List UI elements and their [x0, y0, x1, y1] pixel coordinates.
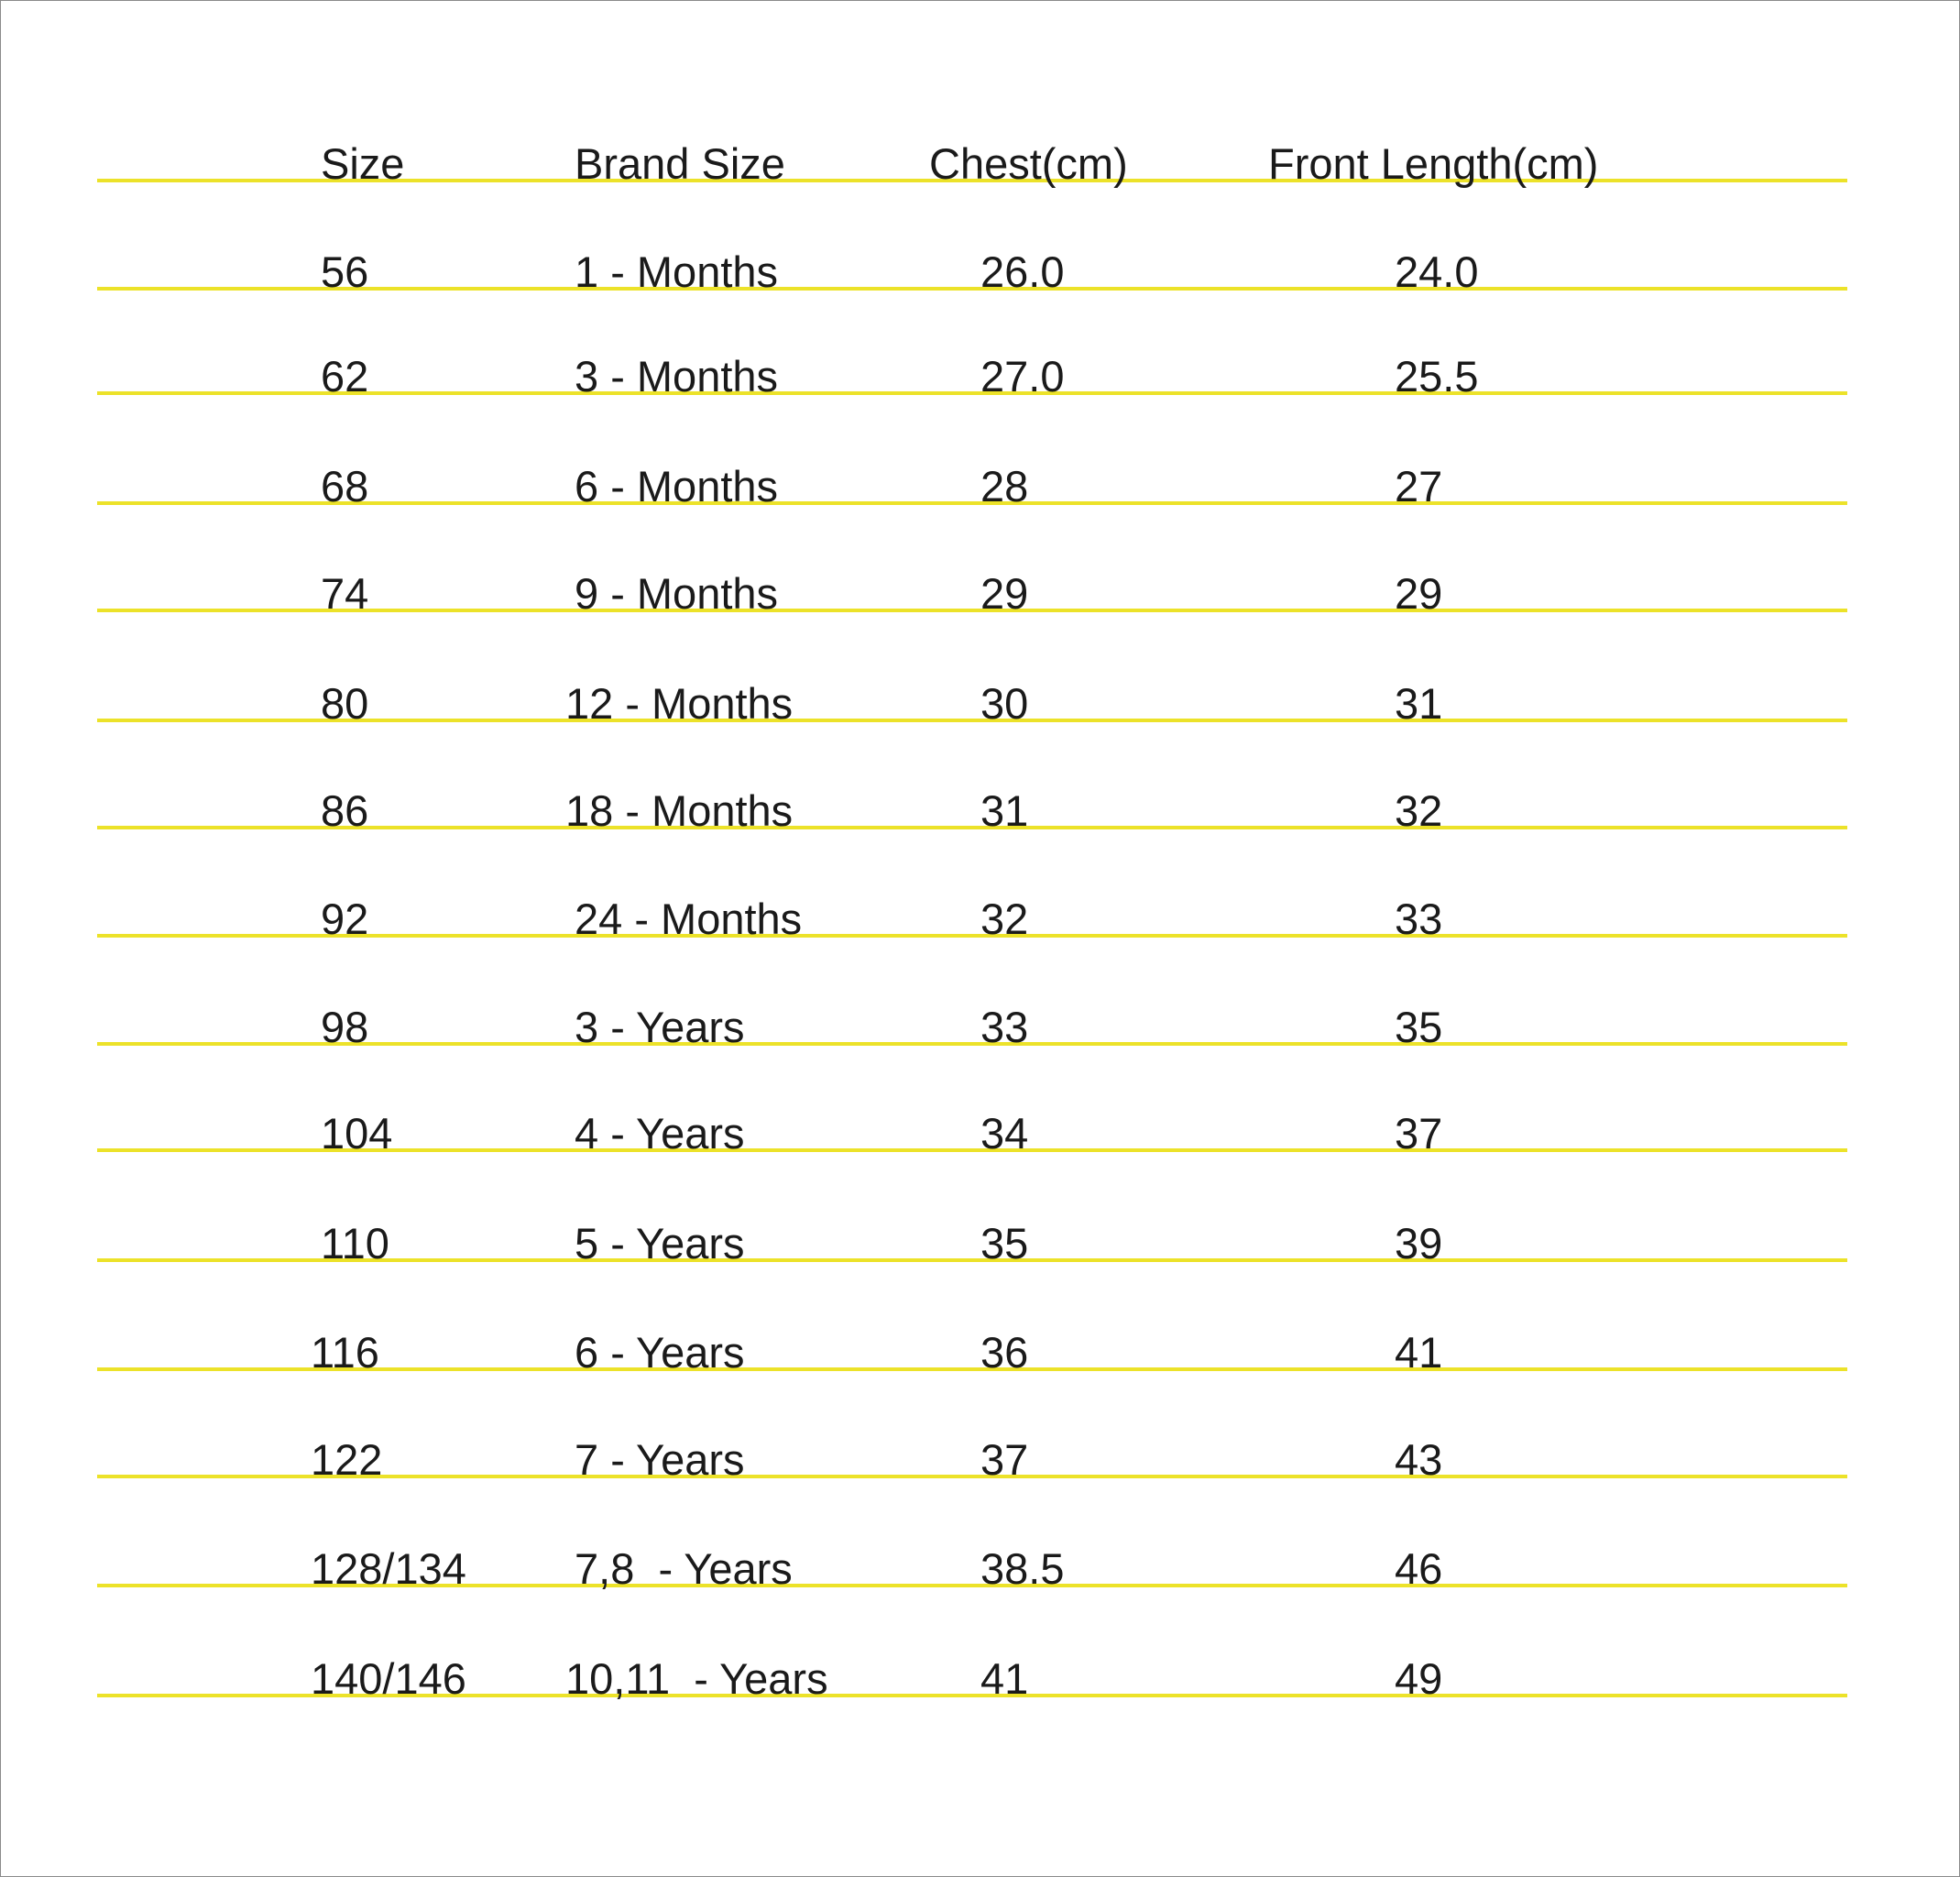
cell-chest: 29 [980, 569, 1029, 618]
row-divider [97, 1475, 1847, 1478]
cell-chest: 41 [980, 1654, 1029, 1703]
header-front-length: Front Length(cm) [1268, 139, 1599, 188]
cell-front-length: 27 [1395, 462, 1443, 510]
cell-brand-size: 3 - Years [575, 1003, 745, 1051]
cell-size: 74 [321, 569, 369, 618]
cell-brand-size: 7 - Years [575, 1435, 745, 1484]
cell-brand-size: 6 - Years [575, 1328, 745, 1377]
cell-chest: 28 [980, 462, 1029, 510]
row-divider [97, 1148, 1847, 1152]
cell-size: 116 [311, 1328, 379, 1377]
row-divider [97, 934, 1847, 938]
cell-brand-size: 12 - Months [565, 679, 794, 728]
row-divider [97, 1042, 1847, 1046]
cell-brand-size: 10,11 - Years [565, 1654, 828, 1703]
row-divider [97, 1694, 1847, 1697]
cell-chest: 32 [980, 895, 1029, 943]
cell-front-length: 31 [1395, 679, 1443, 728]
cell-size: 86 [321, 786, 369, 835]
cell-size: 110 [321, 1219, 389, 1268]
cell-brand-size: 4 - Years [575, 1109, 745, 1158]
cell-size: 56 [321, 247, 369, 296]
header-brand-size: Brand Size [575, 139, 785, 188]
cell-chest: 33 [980, 1003, 1029, 1051]
cell-brand-size: 3 - Months [575, 352, 779, 401]
cell-brand-size: 6 - Months [575, 462, 779, 510]
cell-front-length: 49 [1395, 1654, 1443, 1703]
cell-size: 140/146 [311, 1654, 466, 1703]
cell-brand-size: 18 - Months [565, 786, 794, 835]
cell-chest: 34 [980, 1109, 1029, 1158]
cell-size: 68 [321, 462, 369, 510]
cell-brand-size: 1 - Months [575, 247, 779, 296]
row-divider [97, 826, 1847, 829]
cell-brand-size: 9 - Months [575, 569, 779, 618]
cell-brand-size: 24 - Months [575, 895, 803, 943]
cell-chest: 37 [980, 1435, 1029, 1484]
cell-chest: 35 [980, 1219, 1029, 1268]
row-divider [97, 609, 1847, 612]
cell-front-length: 46 [1395, 1544, 1443, 1593]
cell-size: 62 [321, 352, 369, 401]
cell-size: 92 [321, 895, 369, 943]
cell-front-length: 29 [1395, 569, 1443, 618]
cell-size: 128/134 [311, 1544, 466, 1593]
cell-front-length: 25.5 [1395, 352, 1479, 401]
cell-front-length: 35 [1395, 1003, 1443, 1051]
row-divider [97, 287, 1847, 291]
cell-brand-size: 5 - Years [575, 1219, 745, 1268]
cell-size: 98 [321, 1003, 369, 1051]
header-size: Size [321, 139, 405, 188]
row-divider [97, 1584, 1847, 1587]
cell-chest: 26.0 [980, 247, 1065, 296]
row-divider [97, 391, 1847, 395]
row-divider [97, 1258, 1847, 1262]
cell-brand-size: 7,8 - Years [575, 1544, 793, 1593]
cell-chest: 27.0 [980, 352, 1065, 401]
cell-front-length: 41 [1395, 1328, 1443, 1377]
cell-size: 80 [321, 679, 369, 728]
row-divider [97, 501, 1847, 505]
row-divider [97, 719, 1847, 722]
cell-chest: 36 [980, 1328, 1029, 1377]
cell-chest: 30 [980, 679, 1029, 728]
cell-chest: 31 [980, 786, 1029, 835]
cell-size: 122 [311, 1435, 383, 1484]
cell-chest: 38.5 [980, 1544, 1065, 1593]
header-chest: Chest(cm) [929, 139, 1128, 188]
cell-front-length: 39 [1395, 1219, 1443, 1268]
cell-front-length: 32 [1395, 786, 1443, 835]
row-divider [97, 1367, 1847, 1371]
row-divider [97, 179, 1847, 182]
cell-front-length: 37 [1395, 1109, 1443, 1158]
cell-front-length: 33 [1395, 895, 1443, 943]
cell-size: 104 [321, 1109, 393, 1158]
cell-front-length: 24.0 [1395, 247, 1479, 296]
cell-front-length: 43 [1395, 1435, 1443, 1484]
